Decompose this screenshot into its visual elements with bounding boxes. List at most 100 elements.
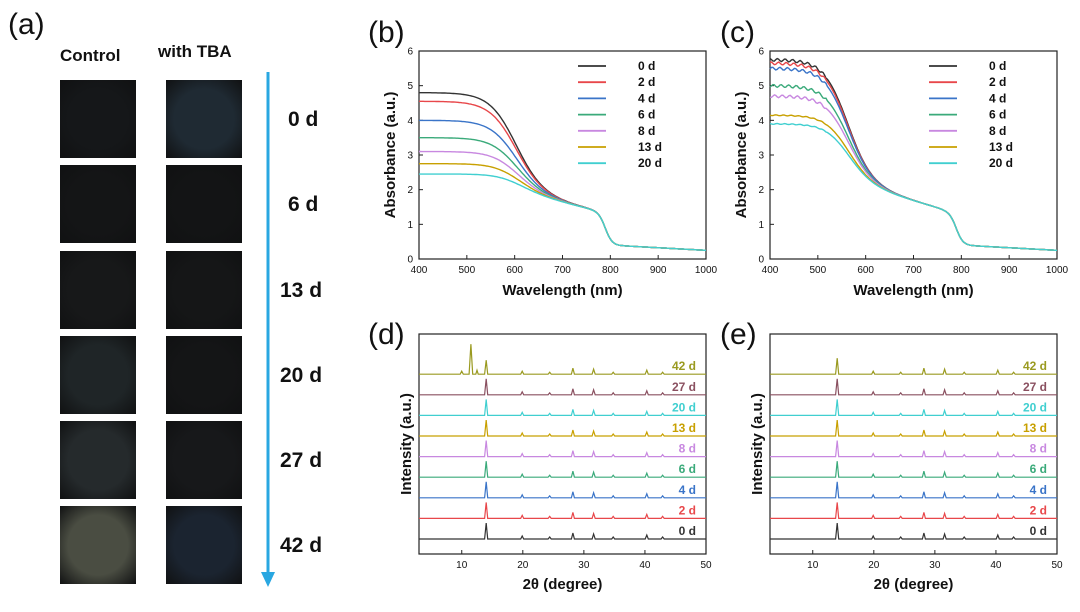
x-tick-label: 40 <box>639 560 651 571</box>
legend-label-13d: 13 d <box>638 140 662 154</box>
x-tick-label: 1000 <box>1046 265 1069 276</box>
chart-e-frame <box>769 333 1058 555</box>
y-tick-label: 4 <box>758 116 764 127</box>
x-tick-label: 20 <box>517 560 529 571</box>
series-line-13d <box>419 163 706 251</box>
x-tick-label: 900 <box>1001 265 1018 276</box>
y-axis-label: Intensity (a.u.) <box>749 393 766 495</box>
control-sample-27d <box>60 421 136 499</box>
legend-label-20d: 20 d <box>989 156 1013 170</box>
series-line-2d <box>770 502 1057 519</box>
series-label-13d: 13 d <box>672 421 696 435</box>
series-label-8d: 8 d <box>1030 442 1047 456</box>
y-tick-label: 6 <box>407 47 413 58</box>
x-tick-label: 20 <box>868 560 880 571</box>
x-tick-label: 700 <box>554 265 571 276</box>
y-tick-label: 1 <box>407 220 413 231</box>
tba-sample-27d <box>166 421 242 499</box>
series-line-4d <box>419 481 706 499</box>
chart-e: 10 20 30 40 50 2θ (degree) Intensity (a.u.) 0 d… <box>749 333 1063 593</box>
legend-label-4d: 4 d <box>989 91 1006 105</box>
series-line-4d <box>769 66 1057 251</box>
y-tick-label: 1 <box>758 220 764 231</box>
x-tick-label: 1000 <box>695 265 718 276</box>
series-line-8d <box>770 440 1057 458</box>
x-axis-label: Wavelength (nm) <box>853 282 973 299</box>
x-tick-label: 600 <box>857 265 874 276</box>
day-label-42d: 42 d <box>280 534 323 557</box>
y-tick-label: 2 <box>758 185 764 196</box>
x-tick-label: 500 <box>458 265 475 276</box>
panel-b-letter: (b) <box>368 16 405 49</box>
series-line-42d <box>770 358 1057 375</box>
x-tick-label: 800 <box>602 265 619 276</box>
y-tick-label: 0 <box>758 255 764 266</box>
chart-d-frame <box>418 333 707 555</box>
x-tick-label: 40 <box>990 560 1002 571</box>
tba-sample-6d <box>166 165 242 243</box>
y-tick-label: 0 <box>407 255 413 266</box>
x-tick-label: 50 <box>700 560 712 571</box>
series-label-2d: 2 d <box>679 503 696 517</box>
panel-e-letter: (e) <box>720 318 757 351</box>
series-label-4d: 4 d <box>1030 483 1047 497</box>
series-line-6d <box>769 83 1057 251</box>
series-line-13d <box>769 114 1057 251</box>
tba-sample-20d <box>166 336 242 414</box>
legend-label-2d: 2 d <box>989 75 1006 89</box>
control-sample-42d <box>60 506 136 584</box>
x-tick-label: 500 <box>809 265 826 276</box>
legend-label-6d: 6 d <box>638 108 655 122</box>
x-tick-label: 10 <box>807 560 819 571</box>
series-line-0d <box>419 522 706 540</box>
x-tick-label: 50 <box>1051 560 1063 571</box>
series-line-0d <box>770 522 1057 540</box>
y-tick-label: 2 <box>407 185 413 196</box>
time-arrow <box>261 72 275 587</box>
chart-b-frame <box>418 50 707 260</box>
panel-a-letter: (a) <box>8 8 45 41</box>
series-line-13d <box>419 419 706 437</box>
series-line-2d <box>419 502 706 519</box>
series-line-42d <box>419 344 706 375</box>
chart-d: 10 20 30 40 50 2θ (degree) Intensity (a.u.) 0 d… <box>398 333 712 593</box>
x-tick-label: 400 <box>411 265 428 276</box>
series-label-6d: 6 d <box>1030 462 1047 476</box>
day-label-20d: 20 d <box>280 364 323 387</box>
series-line-13d <box>770 419 1057 437</box>
series-label-8d: 8 d <box>679 442 696 456</box>
series-line-27d <box>770 378 1057 396</box>
legend-label-8d: 8 d <box>638 124 655 138</box>
x-tick-label: 30 <box>929 560 941 571</box>
tba-sample-13d <box>166 251 242 329</box>
series-label-20d: 20 d <box>672 400 696 414</box>
x-axis-label: Wavelength (nm) <box>502 282 622 299</box>
series-label-42d: 42 d <box>672 359 696 373</box>
x-tick-label: 900 <box>650 265 667 276</box>
day-label-0d: 0 d <box>288 108 319 131</box>
tba-sample-42d <box>166 506 242 584</box>
legend-label-6d: 6 d <box>989 108 1006 122</box>
x-tick-label: 10 <box>456 560 468 571</box>
series-label-2d: 2 d <box>1030 503 1047 517</box>
x-axis-label: 2θ (degree) <box>523 576 603 593</box>
series-line-8d <box>419 440 706 458</box>
arrow-head <box>261 572 275 587</box>
series-line-6d <box>419 461 706 478</box>
column-header-control: Control <box>60 46 121 65</box>
series-label-0d: 0 d <box>1030 524 1047 538</box>
chart-c: 400 500 600 700 800 900 1000 0 1 2 3 4 5 6 Wavelength … <box>733 47 1069 300</box>
series-label-20d: 20 d <box>1023 400 1047 414</box>
control-sample-20d <box>60 336 136 414</box>
series-line-6d <box>770 461 1057 478</box>
x-tick-label: 30 <box>578 560 590 571</box>
y-axis-label: Absorbance (a.u.) <box>733 92 750 219</box>
series-line-27d <box>419 378 706 396</box>
series-label-6d: 6 d <box>679 462 696 476</box>
x-tick-label: 400 <box>762 265 779 276</box>
chart-b: 400 500 600 700 800 900 1000 0 1 2 3 4 5 6 Wavelength … <box>382 47 718 300</box>
panel-c-letter: (c) <box>720 16 755 49</box>
control-sample-13d <box>60 251 136 329</box>
day-label-27d: 27 d <box>280 449 323 472</box>
